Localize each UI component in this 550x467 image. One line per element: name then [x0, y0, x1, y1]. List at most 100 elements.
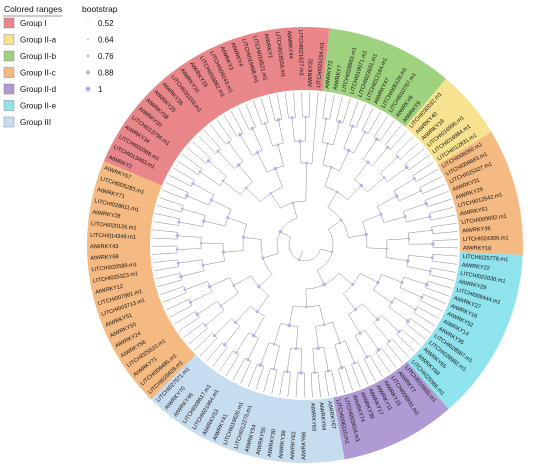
branch-radial — [238, 164, 253, 183]
bootstrap-node — [396, 155, 400, 159]
bootstrap-node — [216, 149, 220, 153]
bootstrap-node — [183, 288, 187, 292]
leaf-label: LITCHI020126.m1 — [91, 221, 137, 232]
branch-radial — [357, 361, 369, 385]
branch-radial — [285, 93, 289, 119]
branch-radial — [373, 289, 392, 303]
branch-radial — [197, 135, 216, 154]
branch-radial — [212, 346, 228, 367]
branch-radial — [355, 335, 368, 358]
branch-radial — [152, 237, 178, 240]
branch-radial — [322, 93, 327, 119]
branch-radial — [375, 351, 390, 373]
legend-bootstrap-title: bootstrap — [82, 4, 118, 14]
branch-radial — [334, 344, 342, 368]
bootstrap-node — [185, 193, 189, 198]
colored-range-sectors — [87, 27, 523, 463]
branch-radial — [157, 205, 182, 213]
bootstrap-node — [420, 295, 424, 299]
legend-group-label: Group II-b — [20, 52, 57, 61]
branch-radial — [332, 322, 341, 344]
branch-radial — [277, 144, 284, 166]
branch-radial — [291, 117, 295, 142]
branch-radial — [235, 332, 250, 353]
bootstrap-node — [198, 170, 202, 174]
branch-radial — [197, 301, 218, 315]
branch-radial — [264, 123, 273, 147]
bootstrap-node — [365, 355, 369, 359]
bootstrap-node — [223, 342, 227, 347]
branch-radial — [243, 236, 262, 240]
branch-radial — [383, 216, 406, 223]
branch-radial — [422, 183, 446, 195]
bootstrap-node — [363, 130, 367, 134]
branch-radial — [362, 303, 378, 320]
leaf-label: AtWRKY62 — [290, 431, 298, 460]
bootstrap-node — [290, 116, 294, 120]
branch-radial — [373, 323, 390, 342]
bootstrap-node — [273, 166, 278, 171]
bootstrap-node — [330, 250, 334, 254]
branch-radial — [245, 103, 256, 128]
branch-radial — [247, 363, 258, 388]
branch-arc — [276, 217, 298, 254]
branch-radial — [369, 355, 383, 378]
leaf-label: LITCHI021627.m1 — [297, 30, 304, 76]
branch-radial — [322, 143, 328, 166]
bootstrap-node — [297, 258, 301, 262]
branch-radial — [262, 253, 279, 259]
branch-radial — [388, 306, 409, 322]
branch-radial — [432, 254, 458, 257]
branch-radial — [235, 305, 251, 323]
bootstrap-node — [176, 261, 180, 265]
branch-radial — [190, 291, 213, 303]
branch-radial — [412, 161, 434, 176]
branch-radial — [331, 370, 338, 395]
legend-group-label: Group III — [20, 118, 51, 127]
branch-radial — [399, 287, 422, 298]
legend-bootstrap-value: 0.52 — [98, 19, 114, 28]
bootstrap-node — [424, 201, 428, 206]
legend: Colored ranges bootstrap Group I Group II… — [3, 4, 118, 128]
branch-radial — [186, 195, 210, 206]
branch-radial — [299, 141, 302, 164]
branch-radial — [224, 325, 241, 345]
leaf-label: AtWRKY22 — [461, 262, 490, 272]
bootstrap-node — [407, 237, 411, 240]
legend-swatch — [3, 116, 15, 128]
bootstrap-node — [390, 300, 394, 304]
branch-radial — [154, 266, 179, 272]
branch-radial — [253, 100, 263, 125]
branch-radial — [313, 117, 317, 142]
legend-swatch — [3, 100, 15, 111]
branch-radial — [240, 360, 252, 384]
bootstrap-node — [386, 145, 390, 149]
branch-radial — [292, 202, 298, 219]
branch-radial — [174, 311, 196, 325]
branch-radial — [193, 332, 213, 351]
leaf-label: AtWRKY28 — [92, 210, 121, 220]
group-sector — [405, 78, 492, 165]
branch-radial — [287, 372, 291, 398]
bootstrap-node — [221, 250, 226, 255]
branch-radial — [348, 314, 361, 334]
branch-radial — [363, 138, 378, 160]
branch-radial — [324, 167, 332, 187]
branch-radial — [343, 126, 353, 149]
group-sector — [103, 27, 330, 186]
leaf-label: AtWRKY43 — [90, 244, 118, 250]
branch-radial — [168, 174, 192, 187]
branch-radial — [360, 273, 379, 283]
branch-radial — [367, 177, 385, 192]
branch-radial — [205, 310, 225, 326]
branch-radial — [270, 193, 281, 209]
group-sector — [322, 28, 447, 127]
bootstrap-node — [234, 351, 238, 355]
bootstrap-node — [366, 160, 370, 164]
branch-radial — [404, 148, 425, 165]
branch-radial — [336, 96, 343, 121]
branch-radial — [192, 183, 214, 196]
bootstrap-node — [175, 233, 180, 238]
leaf-label: AtWRKY67 — [326, 401, 336, 430]
